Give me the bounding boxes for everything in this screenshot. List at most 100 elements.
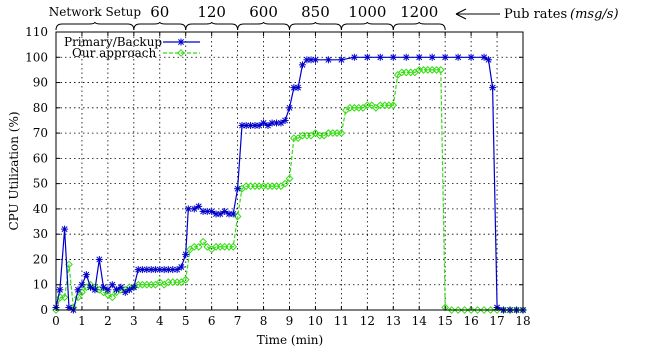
data-point-diamond (486, 306, 495, 314)
data-point-star (268, 119, 276, 127)
phase-label: 1200 (400, 3, 438, 21)
phase-brace (185, 21, 239, 31)
x-tick-label: 3 (130, 314, 138, 328)
data-point-star (117, 283, 125, 291)
phase-brace (237, 21, 290, 31)
y-tick-label: 110 (25, 25, 48, 39)
data-point-star (104, 286, 112, 294)
data-point-diamond (454, 306, 463, 314)
data-point-star (121, 288, 129, 296)
data-point-diamond (229, 242, 238, 251)
data-point-diamond (194, 242, 203, 251)
data-point-star (489, 84, 497, 92)
data-point-star (156, 266, 164, 274)
legend: Primary/Backup Our approach (64, 35, 200, 60)
data-point-diamond (441, 303, 450, 312)
data-point-star (467, 53, 475, 61)
data-point-diamond (285, 174, 294, 183)
phase-annotations: Network Setup 60 120 600 850 1000 1200 (49, 3, 446, 31)
series-primary-backup (52, 53, 527, 314)
data-point-diamond (233, 212, 242, 221)
data-point-star (484, 56, 492, 64)
series-layer (52, 53, 527, 314)
x-tick-label: 18 (515, 314, 530, 328)
data-point-diamond (389, 101, 398, 110)
y-tick-label: 40 (33, 202, 48, 216)
x-axis-title: Time (min) (257, 333, 323, 347)
pub-rates-label: Pub rates (504, 7, 567, 22)
data-point-diamond (181, 275, 190, 284)
data-point-diamond (155, 278, 164, 287)
data-point-diamond (99, 288, 108, 297)
data-point-diamond (367, 101, 376, 110)
data-point-star (182, 250, 190, 258)
data-point-star (91, 286, 99, 294)
data-point-star (177, 263, 185, 271)
data-point-star (82, 271, 90, 279)
y-tick-label: 10 (33, 278, 48, 292)
legend-marker-star (177, 38, 185, 46)
phase-label: 1000 (348, 3, 386, 21)
x-tick-label: 9 (286, 314, 294, 328)
data-point-diamond (60, 293, 69, 302)
data-point-star (95, 255, 103, 263)
data-point-star (61, 225, 69, 233)
data-point-diamond (199, 237, 208, 246)
data-point-star (173, 266, 181, 274)
x-tick-label: 16 (463, 314, 478, 328)
x-tick-label: 12 (360, 314, 375, 328)
data-point-diamond (460, 306, 469, 314)
data-point-star (74, 286, 82, 294)
y-axis-title: CPU Utilization (%) (7, 111, 21, 230)
data-point-diamond (480, 306, 488, 314)
y-tick-label: 20 (33, 252, 48, 266)
data-point-star (184, 205, 192, 213)
x-tick-label: 11 (334, 314, 349, 328)
x-tick-label: 8 (260, 314, 268, 328)
phase-label: 120 (197, 3, 226, 21)
phase-label: 600 (249, 3, 278, 21)
data-point-diamond (473, 306, 482, 314)
x-tick-label: 14 (412, 314, 428, 328)
data-point-star (78, 281, 86, 289)
pub-rates-annotation: Pub rates (msg/s) (455, 7, 619, 22)
data-point-star (286, 104, 293, 112)
data-point-star (277, 119, 285, 127)
y-tick-label: 60 (33, 151, 48, 165)
phase-brace (55, 21, 135, 31)
x-tick-label: 0 (52, 314, 60, 328)
data-point-star (454, 53, 462, 61)
x-tick-label: 1 (78, 314, 86, 328)
data-point-star (298, 61, 306, 69)
data-point-diamond (108, 293, 117, 302)
axis-ticks: 0 1 2 3 4 5 6 7 8 9 10 11 12 13 14 15 16 17 18010203040506… (25, 25, 531, 328)
data-point-star (311, 56, 319, 64)
data-point-star (260, 119, 268, 127)
legend-label-our-approach: Our approach (72, 46, 156, 60)
data-point-star (428, 53, 436, 61)
data-point-star (56, 286, 64, 294)
x-tick-label: 13 (386, 314, 401, 328)
data-point-star (324, 56, 332, 64)
data-point-star (281, 116, 289, 124)
data-point-diamond (447, 306, 456, 314)
data-point-star (389, 53, 397, 61)
x-tick-label: 17 (489, 314, 504, 328)
legend-marker-diamond (177, 49, 185, 57)
phase-brace (289, 21, 342, 31)
data-point-diamond (337, 129, 346, 137)
data-point-star (350, 53, 358, 61)
grid-lines (56, 32, 523, 310)
phase-brace (340, 21, 394, 31)
phase-brace (392, 21, 446, 31)
phase-label: 60 (150, 3, 169, 21)
data-point-star (108, 281, 116, 289)
arrow-left-icon (455, 8, 467, 20)
data-point-star (415, 53, 423, 61)
y-tick-label: 0 (40, 303, 48, 317)
data-point-star (195, 202, 203, 210)
pub-rates-unit: (msg/s) (570, 7, 619, 22)
data-point-star (190, 205, 198, 213)
x-tick-label: 6 (208, 314, 216, 328)
